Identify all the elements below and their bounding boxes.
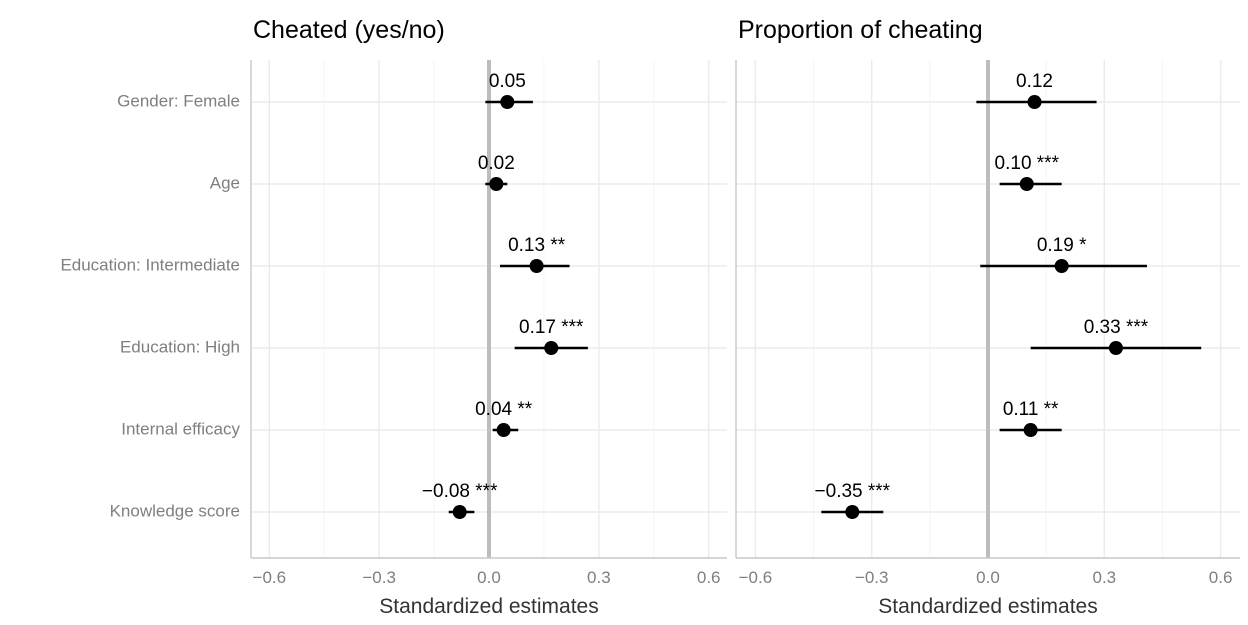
data-label: 0.19 * [1037,235,1087,256]
estimate-point [1027,95,1042,109]
data-label: 0.04 ** [475,399,533,420]
y-tick-label: Internal efficacy [121,419,240,438]
y-tick-label: Education: Intermediate [60,255,240,274]
estimate-point [496,423,511,437]
estimate-point [845,505,860,519]
estimate-point [1108,341,1123,355]
x-tick-label: −0.3 [362,568,396,587]
y-tick-label: Knowledge score [110,501,240,520]
data-label: 0.10 *** [995,153,1060,174]
x-tick-label: 0.6 [697,568,721,587]
y-tick-label: Gender: Female [117,91,240,110]
y-tick-label: Education: High [120,337,240,356]
estimate-point [1023,423,1038,437]
x-tick-label: −0.6 [739,568,773,587]
estimate-point [489,177,504,191]
x-tick-label: 0.6 [1209,568,1233,587]
estimate-point [1019,177,1034,191]
x-tick-label: 0.0 [976,568,1000,587]
estimate-point [544,341,559,355]
estimate-point [452,505,467,519]
data-label: 0.11 ** [1003,399,1059,420]
data-label: 0.33 *** [1084,317,1149,338]
x-axis-label: Standardized estimates [878,595,1097,618]
panel-title: Proportion of cheating [738,16,983,44]
panel-title: Cheated (yes/no) [253,16,445,44]
x-tick-label: −0.6 [253,568,287,587]
x-tick-label: −0.3 [855,568,889,587]
data-label: 0.02 [478,153,515,174]
x-axis-label: Standardized estimates [379,595,598,618]
estimate-point [529,259,544,273]
data-label: 0.12 [1016,71,1053,92]
estimate-point [1054,259,1069,273]
x-tick-label: 0.3 [587,568,611,587]
data-label: 0.13 ** [508,235,566,256]
x-tick-label: 0.0 [477,568,501,587]
x-tick-label: 0.3 [1092,568,1116,587]
data-label: 0.17 *** [519,317,584,338]
data-label: −0.35 *** [815,481,891,502]
y-tick-label: Age [210,173,240,192]
estimate-point [500,95,515,109]
data-label: −0.08 *** [422,481,498,502]
data-label: 0.05 [489,71,526,92]
